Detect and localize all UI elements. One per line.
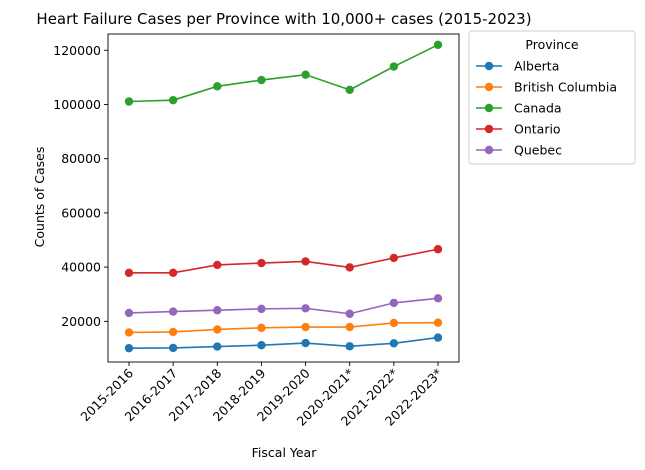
data-point-british-columbia xyxy=(213,325,222,334)
data-point-alberta xyxy=(345,342,354,351)
legend-label-ontario: Ontario xyxy=(514,122,561,137)
legend: Province Alberta British Columbia Canada Ont… xyxy=(468,30,636,165)
legend-marker-canada xyxy=(484,103,494,113)
data-point-ontario xyxy=(213,260,222,270)
series-line-british-columbia xyxy=(128,321,439,334)
plot-area: 200004000060000800001000001200002015-201… xyxy=(53,33,460,429)
data-point-quebec xyxy=(213,306,222,315)
data-point-ontario xyxy=(345,263,354,272)
legend-marker-alberta xyxy=(484,61,494,71)
data-point-british-columbia xyxy=(345,322,354,332)
legend-title: Province xyxy=(525,37,578,52)
data-point-alberta xyxy=(257,340,266,350)
data-point-quebec xyxy=(168,307,178,316)
data-point-alberta xyxy=(389,339,399,348)
data-point-ontario xyxy=(168,268,178,278)
data-point-ontario xyxy=(389,253,399,263)
legend-label-canada: Canada xyxy=(514,101,562,116)
data-point-ontario xyxy=(433,245,443,254)
legend-box xyxy=(468,30,636,165)
data-point-canada xyxy=(301,70,310,79)
series-line-alberta xyxy=(128,336,439,349)
data-point-alberta xyxy=(213,342,222,351)
y-axis-label: Counts of Cases xyxy=(32,147,47,248)
y-tick-label: 120000 xyxy=(53,43,101,58)
data-point-british-columbia xyxy=(257,323,266,333)
data-point-ontario xyxy=(301,257,310,266)
data-point-ontario xyxy=(257,258,266,268)
data-point-canada xyxy=(345,85,354,95)
data-point-quebec xyxy=(433,294,443,303)
data-point-alberta xyxy=(433,333,443,342)
data-point-british-columbia xyxy=(389,318,399,328)
y-tick-label: 40000 xyxy=(61,260,101,275)
series-line-ontario xyxy=(129,248,439,274)
data-point-british-columbia xyxy=(168,327,178,337)
data-point-canada xyxy=(257,75,266,85)
series-line-canada xyxy=(128,44,439,103)
legend-marker-british-columbia xyxy=(484,82,494,92)
data-point-quebec xyxy=(301,304,310,313)
x-axis-label: Fiscal Year xyxy=(252,445,318,460)
legend-label-alberta: Alberta xyxy=(514,59,559,74)
legend-label-quebec: Quebec xyxy=(514,143,562,158)
y-tick-label: 60000 xyxy=(61,205,101,220)
data-point-canada xyxy=(213,82,222,91)
data-point-british-columbia xyxy=(124,328,134,337)
data-point-alberta xyxy=(301,338,310,348)
y-tick-label: 100000 xyxy=(53,97,101,112)
data-point-british-columbia xyxy=(433,318,443,327)
data-point-quebec xyxy=(124,308,134,318)
data-point-british-columbia xyxy=(301,322,310,332)
data-point-canada xyxy=(124,97,134,106)
data-point-canada xyxy=(433,40,443,50)
chart-title: Heart Failure Cases per Province with 10… xyxy=(36,10,531,28)
data-point-quebec xyxy=(345,309,354,318)
data-point-alberta xyxy=(168,343,178,353)
data-point-quebec xyxy=(257,304,266,314)
data-point-ontario xyxy=(124,268,134,278)
legend-marker-ontario xyxy=(484,124,494,134)
plot-frame xyxy=(107,33,460,363)
legend-label-british-columbia: British Columbia xyxy=(514,80,617,95)
series-line-quebec xyxy=(128,297,439,315)
legend-marker-quebec xyxy=(484,145,494,155)
data-point-canada xyxy=(389,62,399,71)
y-tick-label: 80000 xyxy=(61,151,101,166)
data-point-alberta xyxy=(124,343,134,353)
data-point-canada xyxy=(168,95,178,105)
data-point-quebec xyxy=(389,298,399,308)
y-tick-label: 20000 xyxy=(61,314,101,329)
